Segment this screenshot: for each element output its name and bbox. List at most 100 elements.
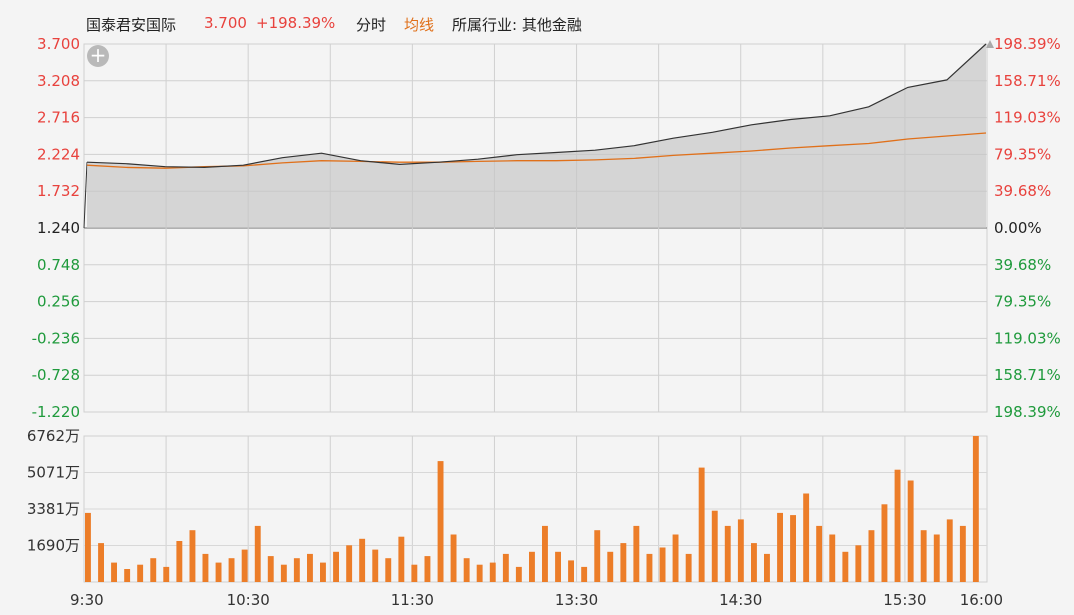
plus-icon[interactable]: + [87, 45, 109, 67]
percent-axis-label: 158.71% [994, 366, 1061, 384]
volume-bar [959, 525, 966, 582]
volume-bar [594, 530, 601, 582]
volume-bar [633, 525, 640, 582]
volume-bar [542, 525, 548, 582]
volume-bar [267, 556, 274, 582]
volume-bar [85, 512, 91, 582]
time-axis-label: 10:30 [227, 591, 270, 609]
volume-bar [515, 566, 522, 582]
volume-bar [463, 558, 470, 582]
price-axis-label: 0.748 [37, 256, 80, 274]
volume-bar [933, 534, 940, 582]
volume-bar [98, 543, 104, 582]
percent-axis-label: 198.39% [994, 35, 1061, 53]
volume-bar [359, 538, 366, 582]
change-percent: +198.39% [256, 14, 336, 32]
price-axis-label: 3.208 [37, 72, 80, 90]
price-area [87, 44, 986, 228]
volume-bar [293, 558, 300, 582]
volume-bar [881, 504, 888, 582]
volume-bar [372, 549, 379, 582]
time-axis-label: 13:30 [555, 591, 598, 609]
volume-bar [163, 566, 170, 582]
arrow-up-icon [986, 40, 994, 48]
volume-bar [790, 515, 796, 582]
volume-bar [346, 545, 353, 582]
price-axis-label: -1.220 [32, 403, 80, 421]
volume-bar [894, 469, 901, 582]
volume-bar [555, 551, 561, 582]
volume-bar [111, 562, 117, 582]
percent-axis-label: 79.35% [994, 145, 1051, 163]
volume-bar [855, 545, 862, 582]
time-axis-label: 14:30 [719, 591, 762, 609]
percent-axis-label: 198.39% [994, 403, 1061, 421]
volume-bar [411, 564, 418, 582]
volume-bar [672, 534, 679, 582]
volume-bar [816, 525, 823, 582]
volume-bar [842, 551, 849, 582]
volume-bar [737, 519, 744, 582]
volume-bar [829, 534, 836, 582]
volume-bar [398, 536, 405, 582]
axis-labels: 3.700 198.39% 3.208 158.71% 2.716 119.03% 2.22… [27, 35, 1061, 609]
volume-bar [685, 553, 692, 582]
price-axis-label: 3.700 [37, 35, 80, 53]
percent-axis-label: 39.68% [994, 256, 1051, 274]
volume-bar [254, 525, 261, 582]
volume-bar [137, 564, 144, 582]
volume-bar [437, 461, 444, 582]
volume-axis-label: 1690万 [27, 537, 80, 555]
volume-bar [803, 493, 810, 582]
volume-bar [189, 530, 196, 582]
volume-axis-label: 6762万 [27, 427, 80, 445]
volume-bar [502, 553, 509, 582]
volume-bar [764, 553, 770, 582]
volume-bars [85, 436, 979, 582]
volume-bar [476, 564, 483, 582]
volume-bar [724, 525, 731, 582]
price-axis-label: -0.236 [32, 329, 80, 347]
volume-bar [424, 556, 431, 582]
volume-bar [972, 436, 979, 582]
percent-axis-label: 158.71% [994, 72, 1061, 90]
volume-bar [150, 558, 157, 582]
volume-bar [124, 569, 131, 582]
percent-axis-label: 119.03% [994, 329, 1061, 347]
volume-bar [333, 551, 339, 582]
volume-bar [568, 560, 574, 582]
volume-bar [307, 553, 313, 582]
volume-bar [620, 543, 627, 582]
price-axis-label: 2.224 [37, 145, 80, 163]
volume-axis-label: 5071万 [27, 464, 80, 482]
volume-bar [228, 558, 235, 582]
price-axis-label: -0.728 [32, 366, 80, 384]
open-tick [83, 162, 88, 229]
volume-bar [659, 547, 666, 582]
price-line [86, 43, 987, 169]
tab-timeshare[interactable]: 分时 [356, 16, 387, 34]
percent-axis-label: 119.03% [994, 109, 1061, 127]
volume-bar [215, 562, 222, 582]
volume-bar [489, 562, 496, 582]
volume-bar [711, 510, 718, 582]
tab-average-line[interactable]: 均线 [404, 16, 435, 34]
volume-bar [946, 519, 953, 582]
percent-axis-label: 79.35% [994, 293, 1051, 311]
time-axis-label: 16:00 [960, 591, 1003, 609]
price-axis-label: 2.716 [37, 109, 80, 127]
volume-bar [868, 530, 875, 582]
volume-bar [751, 543, 757, 582]
volume-bar [646, 553, 653, 582]
volume-bar [176, 541, 183, 582]
volume-bar [581, 566, 588, 582]
volume-bar [920, 530, 927, 582]
volume-bar [450, 534, 457, 582]
volume-bar [320, 562, 326, 582]
volume-bar [607, 551, 614, 582]
time-axis-label: 9:30 [70, 591, 104, 609]
volume-bar [698, 467, 705, 582]
current-price: 3.700 [204, 14, 247, 32]
volume-bar [280, 564, 287, 582]
